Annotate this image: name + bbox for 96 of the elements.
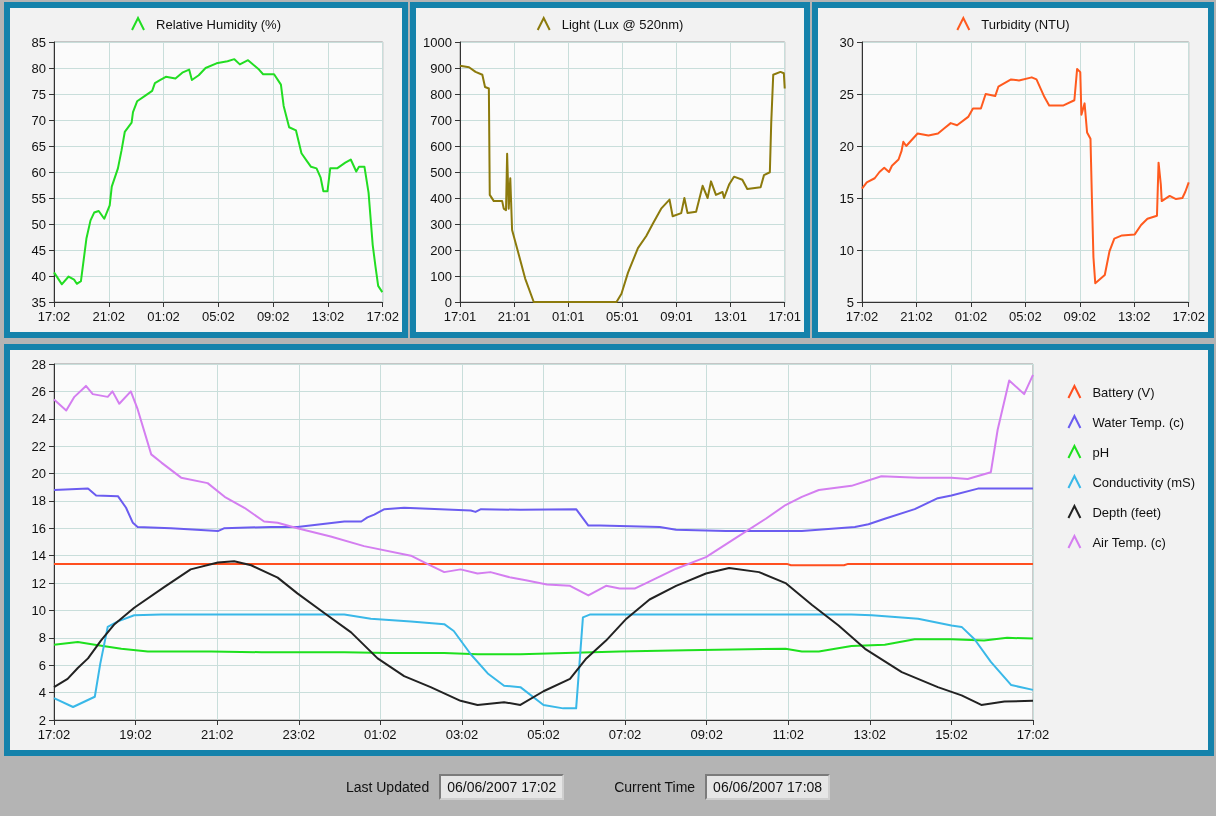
x-tick-label: 05:02 bbox=[202, 309, 235, 324]
y-tick-label: 65 bbox=[31, 138, 46, 154]
x-tick-label: 17:02 bbox=[1016, 727, 1050, 742]
y-tick-label: 10 bbox=[31, 602, 46, 618]
line-series bbox=[53, 636, 1034, 656]
y-tick-label: 400 bbox=[430, 190, 452, 206]
x-tick-label: 05:02 bbox=[1009, 309, 1042, 324]
y-tick-label: 55 bbox=[31, 190, 46, 206]
y-tick-label: 500 bbox=[430, 164, 452, 180]
y-tick-label: 80 bbox=[31, 60, 46, 76]
x-tick-label: 17:01 bbox=[768, 309, 802, 324]
x-tick-label: 09:02 bbox=[1063, 309, 1097, 324]
x-tick-label: 19:02 bbox=[119, 727, 152, 742]
y-tick-label: 35 bbox=[31, 294, 46, 310]
x-tick-label: 13:02 bbox=[311, 309, 345, 324]
y-tick-label: 4 bbox=[38, 685, 46, 701]
y-tick-label: 800 bbox=[430, 86, 452, 102]
x-tick-label: 17:01 bbox=[443, 309, 477, 324]
line-series bbox=[861, 68, 1190, 285]
x-tick-label: 17:02 bbox=[37, 309, 71, 324]
x-tick-label: 01:02 bbox=[364, 727, 397, 742]
y-tick-label: 70 bbox=[31, 112, 46, 128]
x-tick-label: 21:02 bbox=[200, 727, 234, 742]
x-tick-label: 23:02 bbox=[282, 727, 316, 742]
x-tick-label: 13:02 bbox=[853, 727, 887, 742]
y-tick-label: 75 bbox=[31, 86, 46, 102]
x-tick-label: 05:01 bbox=[606, 309, 639, 324]
y-tick-label: 22 bbox=[31, 438, 46, 454]
x-tick-label: 17:02 bbox=[845, 309, 879, 324]
x-tick-label: 09:01 bbox=[660, 309, 693, 324]
y-tick-label: 85 bbox=[31, 34, 46, 50]
x-tick-label: 13:01 bbox=[714, 309, 747, 324]
x-tick-label: 21:02 bbox=[92, 309, 126, 324]
line-series bbox=[53, 560, 1034, 706]
legend-label: pH bbox=[1092, 444, 1110, 460]
x-tick-label: 01:01 bbox=[551, 309, 585, 324]
y-tick-label: 60 bbox=[31, 164, 46, 180]
y-tick-label: 8 bbox=[38, 630, 46, 646]
x-tick-label: 09:02 bbox=[256, 309, 290, 324]
legend-label: Depth (feet) bbox=[1092, 504, 1162, 520]
legend-label: Conductivity (mS) bbox=[1092, 474, 1195, 490]
x-tick-label: 17:02 bbox=[1172, 309, 1206, 324]
y-tick-label: 10 bbox=[839, 242, 854, 258]
x-tick-label: 21:02 bbox=[900, 309, 933, 324]
legend-label: Light (Lux @ 520nm) bbox=[561, 16, 684, 32]
y-tick-label: 0 bbox=[444, 294, 452, 310]
y-tick-label: 40 bbox=[31, 268, 46, 284]
x-tick-label: 03:02 bbox=[445, 727, 479, 742]
y-tick-label: 300 bbox=[430, 216, 452, 232]
y-tick-label: 28 bbox=[31, 356, 46, 372]
text: Current Time bbox=[614, 779, 696, 795]
x-tick-label: 13:02 bbox=[1118, 309, 1151, 324]
line-series bbox=[53, 487, 1034, 533]
x-tick-label: 07:02 bbox=[608, 727, 642, 742]
y-tick-label: 18 bbox=[31, 493, 46, 509]
line-series bbox=[53, 613, 1034, 710]
y-tick-label: 20 bbox=[839, 138, 854, 154]
y-tick-label: 24 bbox=[31, 411, 46, 427]
y-tick-label: 15 bbox=[839, 190, 854, 206]
text: Last Updated bbox=[345, 779, 430, 795]
text-field: 06/06/2007 17:02 bbox=[439, 774, 565, 800]
y-tick-label: 600 bbox=[430, 138, 452, 154]
y-tick-label: 5 bbox=[846, 294, 854, 310]
legend-label: Air Temp. (c) bbox=[1092, 534, 1166, 550]
y-tick-label: 100 bbox=[430, 268, 452, 284]
y-tick-label: 26 bbox=[31, 383, 46, 399]
y-tick-label: 20 bbox=[31, 466, 46, 482]
y-tick-label: 16 bbox=[31, 520, 46, 536]
y-tick-label: 6 bbox=[38, 657, 46, 673]
x-tick-label: 09:02 bbox=[690, 727, 723, 742]
y-tick-label: 700 bbox=[430, 112, 452, 128]
x-tick-label: 21:01 bbox=[497, 309, 531, 324]
y-tick-label: 30 bbox=[839, 34, 854, 50]
legend-label: Water Temp. (c) bbox=[1092, 414, 1185, 430]
y-tick-label: 50 bbox=[31, 216, 46, 232]
x-tick-label: 17:02 bbox=[366, 309, 400, 324]
line-series bbox=[53, 373, 1034, 597]
x-tick-label: 05:02 bbox=[527, 727, 560, 742]
legend-label: Turbidity (NTU) bbox=[981, 16, 1070, 32]
y-tick-label: 2 bbox=[38, 712, 46, 728]
y-tick-label: 14 bbox=[31, 548, 46, 564]
y-tick-label: 200 bbox=[430, 242, 452, 258]
line-series bbox=[53, 58, 384, 294]
x-tick-label: 17:02 bbox=[37, 727, 71, 742]
y-tick-label: 12 bbox=[31, 575, 46, 591]
x-tick-label: 01:02 bbox=[147, 309, 180, 324]
y-tick-label: 25 bbox=[839, 86, 854, 102]
y-tick-label: 1000 bbox=[423, 34, 452, 50]
legend-label: Battery (V) bbox=[1092, 384, 1155, 400]
x-tick-label: 15:02 bbox=[935, 727, 968, 742]
y-tick-label: 45 bbox=[31, 242, 46, 258]
x-tick-label: 01:02 bbox=[954, 309, 988, 324]
x-tick-label: 11:02 bbox=[772, 727, 805, 742]
text-field: 06/06/2007 17:08 bbox=[705, 774, 831, 800]
y-tick-label: 900 bbox=[430, 60, 452, 76]
legend-label: Relative Humidity (%) bbox=[156, 16, 281, 32]
